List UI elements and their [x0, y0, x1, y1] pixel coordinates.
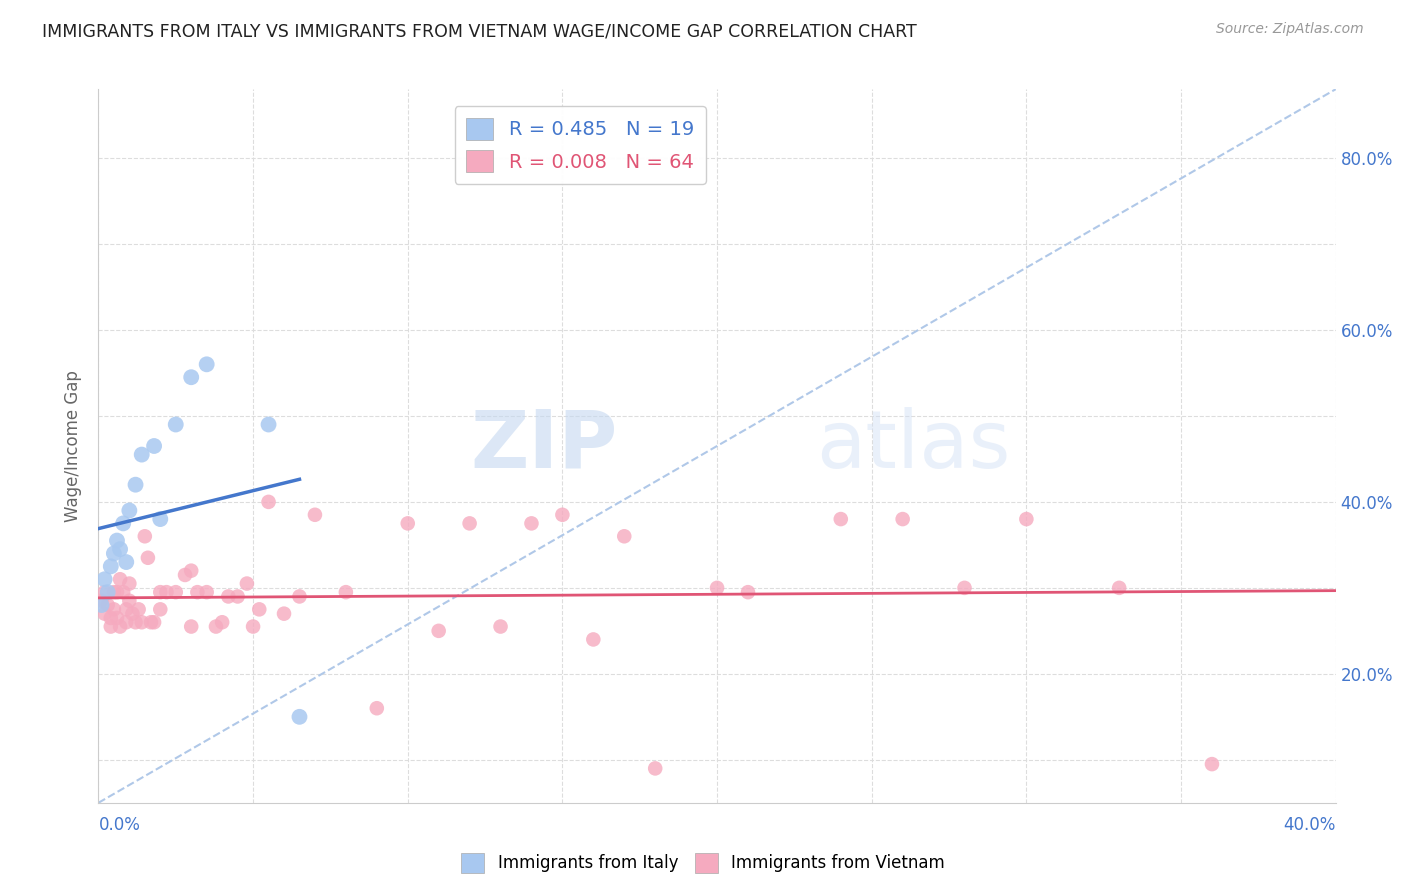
- Point: [149, 585, 172, 599]
- Point: [115, 555, 138, 569]
- Point: [211, 615, 233, 630]
- Point: [180, 619, 202, 633]
- Point: [165, 585, 187, 599]
- Point: [124, 477, 146, 491]
- Point: [139, 615, 162, 630]
- Point: [105, 611, 128, 625]
- Point: [118, 576, 141, 591]
- Text: 40.0%: 40.0%: [1284, 816, 1336, 834]
- Point: [1108, 581, 1130, 595]
- Point: [100, 619, 122, 633]
- Point: [551, 508, 574, 522]
- Point: [644, 761, 666, 775]
- Point: [830, 512, 852, 526]
- Point: [97, 598, 120, 612]
- Point: [195, 585, 218, 599]
- Point: [103, 585, 125, 599]
- Point: [217, 590, 239, 604]
- Point: [108, 542, 131, 557]
- Point: [953, 581, 976, 595]
- Point: [366, 701, 388, 715]
- Point: [489, 619, 512, 633]
- Text: atlas: atlas: [815, 407, 1011, 485]
- Point: [458, 516, 481, 531]
- Point: [115, 615, 138, 630]
- Point: [112, 585, 135, 599]
- Text: 0.0%: 0.0%: [98, 816, 141, 834]
- Point: [247, 602, 270, 616]
- Point: [118, 593, 141, 607]
- Point: [100, 559, 122, 574]
- Point: [93, 572, 115, 586]
- Point: [427, 624, 450, 638]
- Legend: Immigrants from Italy, Immigrants from Vietnam: Immigrants from Italy, Immigrants from V…: [454, 847, 952, 880]
- Point: [288, 590, 311, 604]
- Point: [134, 529, 156, 543]
- Text: IMMIGRANTS FROM ITALY VS IMMIGRANTS FROM VIETNAM WAGE/INCOME GAP CORRELATION CHA: IMMIGRANTS FROM ITALY VS IMMIGRANTS FROM…: [42, 22, 917, 40]
- Point: [273, 607, 295, 621]
- Point: [100, 611, 122, 625]
- Point: [121, 607, 143, 621]
- Point: [118, 503, 141, 517]
- Point: [112, 516, 135, 531]
- Point: [180, 564, 202, 578]
- Point: [520, 516, 543, 531]
- Point: [396, 516, 419, 531]
- Point: [891, 512, 914, 526]
- Point: [205, 619, 228, 633]
- Point: [90, 598, 112, 612]
- Point: [236, 576, 259, 591]
- Point: [115, 602, 138, 616]
- Legend: R = 0.485   N = 19, R = 0.008   N = 64: R = 0.485 N = 19, R = 0.008 N = 64: [454, 106, 706, 184]
- Point: [105, 533, 128, 548]
- Point: [105, 585, 128, 599]
- Point: [226, 590, 249, 604]
- Point: [149, 602, 172, 616]
- Point: [1015, 512, 1038, 526]
- Point: [143, 615, 166, 630]
- Point: [582, 632, 605, 647]
- Point: [1201, 757, 1223, 772]
- Point: [195, 357, 218, 371]
- Point: [93, 607, 115, 621]
- Point: [131, 448, 153, 462]
- Point: [124, 615, 146, 630]
- Point: [186, 585, 208, 599]
- Point: [108, 572, 131, 586]
- Point: [136, 550, 159, 565]
- Point: [103, 546, 125, 560]
- Point: [304, 508, 326, 522]
- Point: [174, 568, 197, 582]
- Point: [335, 585, 357, 599]
- Point: [165, 417, 187, 432]
- Point: [180, 370, 202, 384]
- Point: [131, 615, 153, 630]
- Point: [108, 619, 131, 633]
- Point: [242, 619, 264, 633]
- Point: [128, 602, 150, 616]
- Point: [103, 602, 125, 616]
- Point: [288, 710, 311, 724]
- Point: [93, 585, 115, 599]
- Point: [143, 439, 166, 453]
- Point: [97, 585, 120, 599]
- Point: [257, 495, 280, 509]
- Text: Source: ZipAtlas.com: Source: ZipAtlas.com: [1216, 22, 1364, 37]
- Point: [613, 529, 636, 543]
- Text: ZIP: ZIP: [471, 407, 619, 485]
- Point: [149, 512, 172, 526]
- Point: [737, 585, 759, 599]
- Point: [90, 593, 112, 607]
- Y-axis label: Wage/Income Gap: Wage/Income Gap: [65, 370, 83, 522]
- Point: [155, 585, 177, 599]
- Point: [257, 417, 280, 432]
- Point: [706, 581, 728, 595]
